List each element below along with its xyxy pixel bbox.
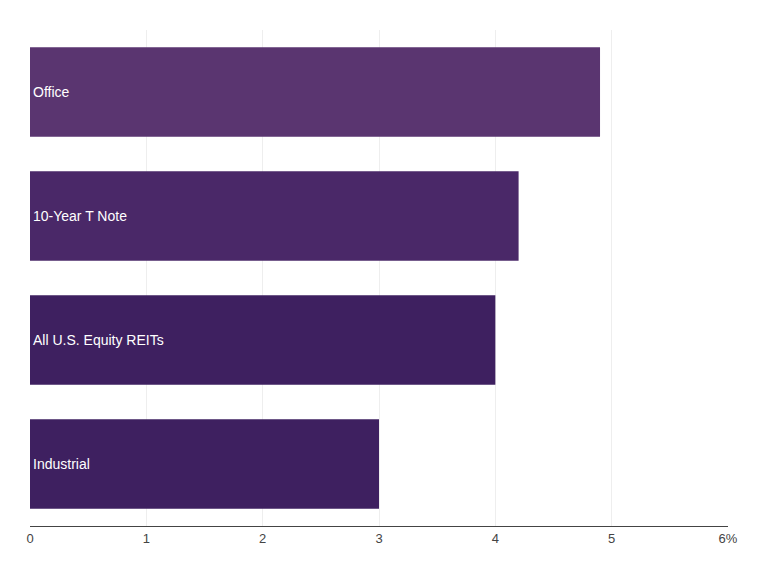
svg-text:10-Year T Note: 10-Year T Note [33, 208, 127, 224]
svg-text:1: 1 [143, 531, 150, 546]
svg-text:All U.S. Equity REITs: All U.S. Equity REITs [33, 332, 164, 348]
svg-text:Industrial: Industrial [33, 456, 90, 472]
svg-text:5: 5 [608, 531, 615, 546]
svg-text:6%: 6% [719, 531, 738, 546]
svg-text:2: 2 [259, 531, 266, 546]
svg-text:3: 3 [375, 531, 382, 546]
svg-text:Office: Office [33, 84, 70, 100]
svg-text:4: 4 [492, 531, 499, 546]
svg-text:0: 0 [26, 531, 33, 546]
